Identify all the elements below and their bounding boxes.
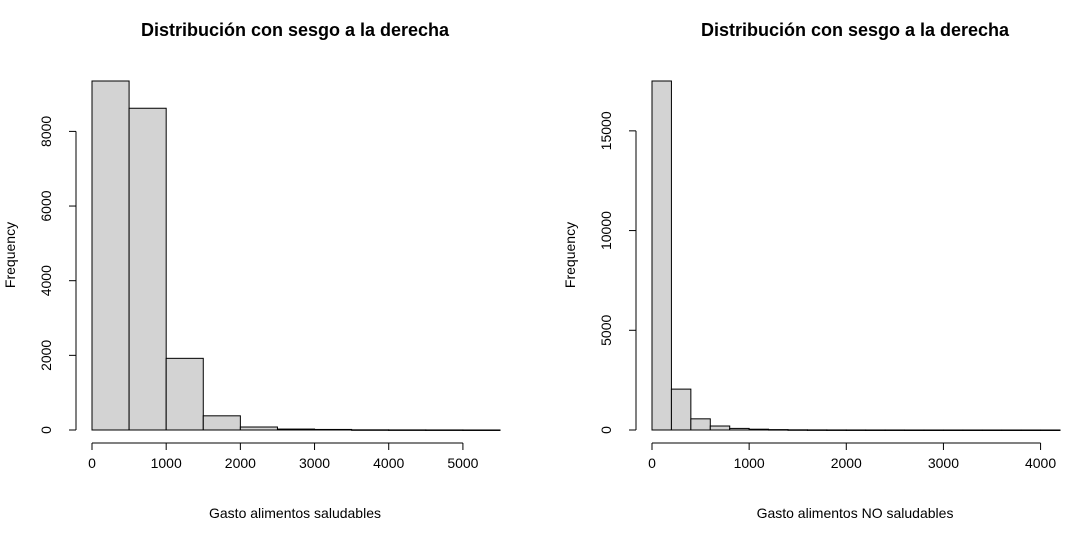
x-tick-label: 4000 (1025, 455, 1056, 471)
chart-1-title: Distribución con sesgo a la derecha (141, 20, 450, 40)
histogram-bar (128, 107, 167, 431)
chart-1-x-axis-label: Gasto alimentos saludables (209, 505, 381, 521)
x-tick-label: 2000 (225, 455, 256, 471)
histogram-bar (1040, 429, 1061, 431)
x-tick-label: 4000 (373, 455, 404, 471)
y-tick-label: 6000 (38, 190, 54, 221)
histogram-bar (1001, 429, 1022, 431)
histogram-bar (670, 388, 692, 431)
x-tick-label: 0 (88, 455, 96, 471)
chart-2-title: Distribución con sesgo a la derecha (701, 20, 1010, 40)
x-tick-label: 3000 (928, 455, 959, 471)
histogram-bar (942, 429, 964, 431)
histogram-bar (165, 357, 204, 431)
y-tick-label: 10000 (598, 211, 614, 250)
histogram-bar (91, 80, 130, 431)
y-tick-label: 0 (38, 426, 54, 434)
histogram-bar (709, 425, 731, 431)
y-tick-label: 0 (598, 426, 614, 434)
x-tick-label: 1000 (151, 455, 182, 471)
histogram-bar (314, 428, 353, 431)
histogram-bar (351, 429, 390, 431)
histogram-bar (748, 428, 770, 431)
histogram-bar (690, 418, 711, 431)
histogram-bar (768, 429, 789, 431)
histogram-bar (826, 429, 847, 431)
y-tick-label: 8000 (38, 116, 54, 147)
histogram-bar (923, 429, 944, 431)
x-tick-label: 5000 (447, 455, 478, 471)
histogram-bar (425, 429, 464, 431)
histogram-bar (239, 426, 278, 431)
histogram-bar (202, 415, 241, 431)
histogram-bar (388, 429, 427, 431)
y-tick-label: 15000 (598, 111, 614, 150)
histogram-bar (462, 429, 501, 431)
chart-1-plot-area: 0 1000 2000 3000 4000 5000 0 2000 4000 6000 8000 (38, 80, 501, 471)
chart-2-x-axis-label: Gasto alimentos NO saludables (757, 505, 954, 521)
x-tick-label: 1000 (734, 455, 765, 471)
histogram-bar (884, 429, 906, 431)
y-tick-label: 5000 (598, 315, 614, 346)
x-tick-label: 2000 (831, 455, 862, 471)
histogram-bar (729, 427, 750, 431)
y-tick-label: 2000 (38, 340, 54, 371)
histogram-bar (1020, 429, 1042, 431)
histogram-bar (787, 429, 808, 431)
histogram-bar (806, 429, 828, 431)
x-tick-label: 3000 (299, 455, 330, 471)
histogram-bar (962, 429, 983, 431)
histogram-bar (276, 428, 316, 431)
y-tick-label: 4000 (38, 265, 54, 296)
histogram-bar (904, 429, 925, 431)
histogram-bar (651, 80, 672, 431)
histogram-bar (845, 429, 867, 431)
chart-2-plot-area: 0 1000 2000 3000 4000 0 5000 10000 15000 (598, 80, 1061, 471)
x-tick-label: 0 (648, 455, 656, 471)
chart-2-y-axis-label: Frequency (562, 222, 578, 288)
histogram-bar (981, 429, 1003, 431)
chart-1-y-axis-label: Frequency (2, 222, 18, 288)
histogram-bar (865, 429, 886, 431)
